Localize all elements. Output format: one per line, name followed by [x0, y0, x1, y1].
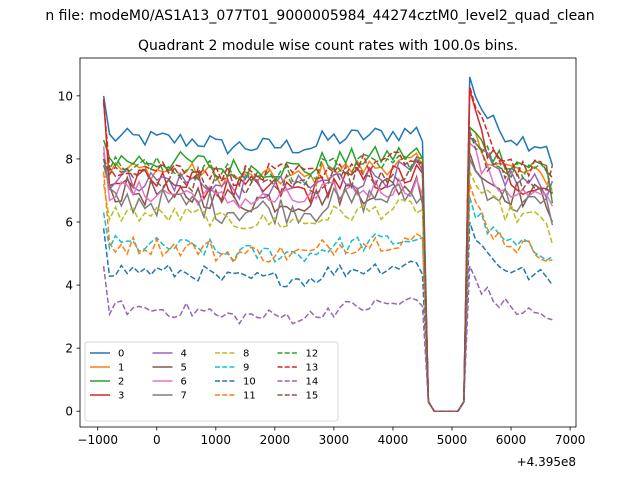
- y-tick-label: 10: [58, 89, 73, 103]
- legend-label-2: 2: [118, 377, 124, 388]
- legend-label-14: 14: [306, 377, 319, 388]
- legend-label-12: 12: [306, 349, 319, 360]
- legend-label-3: 3: [118, 391, 124, 402]
- x-tick-label: 7000: [555, 433, 586, 447]
- series-line-12: [102, 131, 554, 412]
- x-tick-label: 2000: [260, 433, 291, 447]
- figure-suptitle: n file: modeM0/AS1A13_077T01_9000005984_…: [45, 8, 594, 24]
- y-tick-label: 0: [65, 405, 73, 419]
- legend-label-8: 8: [243, 349, 249, 360]
- legend-label-4: 4: [181, 349, 187, 360]
- y-tick-label: 4: [65, 279, 73, 293]
- legend-label-13: 13: [306, 363, 319, 374]
- series-line-14: [102, 265, 553, 412]
- x-tick-label: 3000: [319, 433, 350, 447]
- series-line-3: [102, 89, 553, 412]
- legend-label-11: 11: [243, 391, 256, 402]
- axes-frame: [79, 57, 577, 428]
- chart-title: Quadrant 2 module wise count rates with …: [138, 38, 518, 54]
- series-line-0: [102, 76, 554, 412]
- series-line-2: [102, 125, 554, 412]
- x-tick-label: 1000: [201, 433, 232, 447]
- series-line-7: [102, 158, 554, 412]
- series-line-10: [102, 221, 553, 412]
- y-tick-label: 2: [65, 342, 73, 356]
- legend-label-0: 0: [118, 349, 124, 360]
- series-line-11: [102, 171, 553, 412]
- series-line-1: [103, 125, 553, 412]
- y-tick-label: 6: [65, 216, 73, 230]
- x-tick-label: 5000: [437, 433, 468, 447]
- legend-label-9: 9: [243, 363, 249, 374]
- x-offset-text: +4.395e8: [517, 455, 576, 469]
- x-tick-label: −1000: [77, 433, 118, 447]
- legend-box: [84, 341, 339, 422]
- x-tick-label: 4000: [378, 433, 409, 447]
- axes: −1000 0 1000 2000 3000 4000 5000 6000 7000 0 2 4 6 8 1…: [58, 57, 586, 447]
- series-line-13: [102, 86, 553, 412]
- series-line-8: [102, 171, 554, 412]
- legend-label-1: 1: [118, 363, 124, 374]
- series-line-9: [102, 196, 553, 412]
- y-tick-label: 8: [65, 152, 73, 166]
- legend-label-6: 6: [181, 377, 187, 388]
- x-tick-label: 6000: [496, 433, 527, 447]
- x-tick-label: 0: [153, 433, 161, 447]
- plot-area: [102, 76, 554, 412]
- legend-label-5: 5: [181, 363, 187, 374]
- legend-label-10: 10: [243, 377, 256, 388]
- legend-label-7: 7: [181, 391, 187, 402]
- legend-label-15: 15: [306, 391, 319, 402]
